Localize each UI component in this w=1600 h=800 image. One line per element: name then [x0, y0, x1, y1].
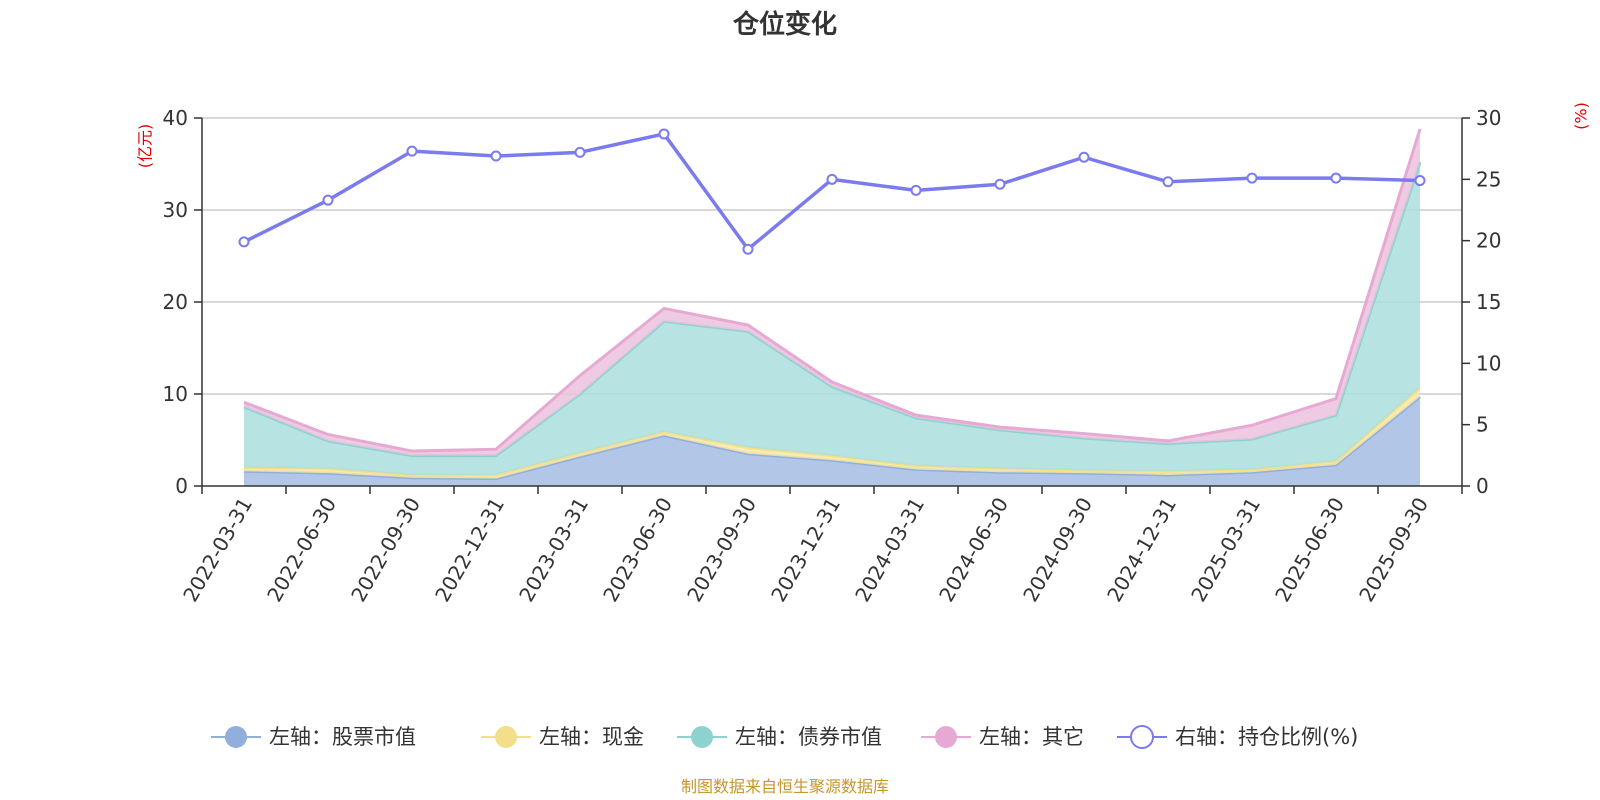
x-tick-label: 2022-12-31	[430, 493, 509, 606]
legend-label: 左轴：股票市值	[269, 725, 416, 749]
legend-marker	[691, 726, 713, 748]
x-tick-label: 2024-06-30	[934, 493, 1013, 606]
legend-item-ratio: 右轴：持仓比例(%)	[1117, 725, 1358, 749]
left-tick-label: 10	[163, 382, 188, 406]
ratio-point	[1330, 172, 1342, 184]
x-tick-label: 2023-09-30	[682, 493, 761, 606]
legend-item-stock: 左轴：股票市值	[211, 725, 416, 749]
ratio-point	[910, 184, 922, 196]
x-tick-label: 2022-09-30	[346, 493, 425, 606]
x-tick-label: 2025-03-31	[1186, 493, 1265, 606]
right-axis-unit: (%)	[1572, 102, 1591, 130]
legend-label: 左轴：债券市值	[735, 725, 882, 749]
right-tick-label: 15	[1476, 290, 1501, 314]
legend-item-other: 左轴：其它	[921, 725, 1084, 749]
legend-label: 右轴：持仓比例(%)	[1175, 725, 1358, 749]
ratio-point	[1162, 176, 1174, 188]
left-tick-label: 0	[175, 474, 188, 498]
right-tick-label: 0	[1476, 474, 1489, 498]
ratio-series	[238, 128, 1426, 255]
ratio-point	[826, 173, 838, 185]
left-tick-label: 20	[163, 290, 188, 314]
ratio-point	[574, 146, 586, 158]
x-tick-label: 2022-03-31	[178, 493, 257, 606]
legend-marker	[935, 726, 957, 748]
legend-marker	[225, 726, 247, 748]
x-tick-label: 2023-03-31	[514, 493, 593, 606]
area-other	[244, 129, 1420, 456]
legend: 左轴：股票市值 左轴：现金 左轴：债券市值 左轴：其它 右轴：持仓比例(%)	[211, 725, 1358, 749]
right-tick-label: 20	[1476, 229, 1501, 253]
chart-title: 仓位变化	[732, 9, 837, 40]
ratio-point	[1078, 151, 1090, 163]
x-tick-label: 2025-06-30	[1270, 493, 1349, 606]
line-other	[243, 128, 1422, 453]
x-tick-label: 2024-03-31	[850, 493, 929, 606]
ratio-point	[742, 243, 754, 255]
x-tick-label: 2025-09-30	[1354, 493, 1433, 606]
x-tick-label: 2022-06-30	[262, 493, 341, 606]
right-tick-label: 5	[1476, 413, 1489, 437]
ratio-point	[322, 194, 334, 206]
data-source-note: 制图数据来自恒生聚源数据库	[681, 777, 889, 796]
grid-lines	[202, 117, 1462, 395]
legend-marker	[1130, 725, 1154, 749]
legend-marker	[495, 726, 517, 748]
ratio-point	[658, 128, 670, 140]
x-tick-label: 2023-06-30	[598, 493, 677, 606]
ratio-point	[1414, 175, 1426, 187]
x-tick-label: 2023-12-31	[766, 493, 845, 606]
legend-label: 左轴：其它	[979, 725, 1084, 749]
ratio-line	[243, 132, 1421, 252]
ratio-point	[490, 150, 502, 162]
area-bond	[244, 162, 1420, 475]
stacked-areas	[243, 128, 1422, 486]
legend-item-cash: 左轴：现金	[481, 725, 644, 749]
left-tick-label: 30	[163, 198, 188, 222]
ratio-point	[1246, 172, 1258, 184]
area-stock	[244, 396, 1420, 486]
x-tick-label: 2024-09-30	[1018, 493, 1097, 606]
ratio-point	[406, 145, 418, 157]
ratio-point	[238, 236, 250, 248]
left-axis-unit: (亿元)	[136, 124, 155, 169]
right-tick-label: 10	[1476, 351, 1501, 375]
legend-item-bond: 左轴：债券市值	[677, 725, 882, 749]
legend-label: 左轴：现金	[539, 725, 644, 749]
right-tick-label: 30	[1476, 106, 1501, 130]
x-tick-label: 2024-12-31	[1102, 493, 1181, 606]
right-tick-label: 25	[1476, 167, 1501, 191]
left-tick-label: 40	[163, 106, 188, 130]
ratio-point	[994, 178, 1006, 190]
